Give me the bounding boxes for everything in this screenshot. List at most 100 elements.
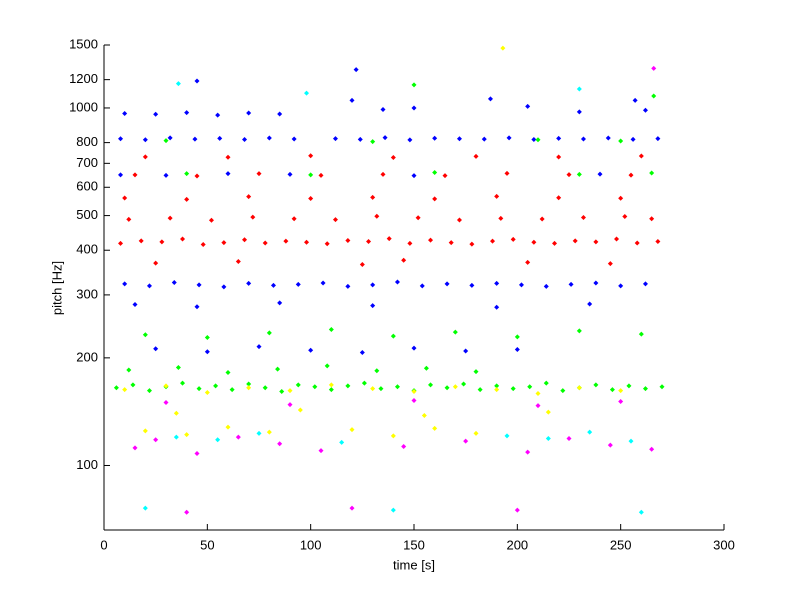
point xyxy=(279,389,285,395)
point xyxy=(525,259,531,265)
point xyxy=(204,349,210,355)
point xyxy=(304,90,310,96)
point xyxy=(432,169,438,175)
point xyxy=(469,241,475,247)
point xyxy=(390,507,396,513)
y-tick-label: 300 xyxy=(76,286,98,301)
y-tick-label: 200 xyxy=(76,349,98,364)
x-tick-label: 300 xyxy=(713,537,735,552)
point xyxy=(270,282,276,288)
point xyxy=(490,238,496,244)
point xyxy=(494,280,500,286)
point xyxy=(580,214,586,220)
point xyxy=(421,412,427,418)
point xyxy=(242,137,248,143)
point xyxy=(142,428,148,434)
point xyxy=(200,242,206,248)
point xyxy=(568,281,574,287)
y-tick-label: 800 xyxy=(76,134,98,149)
point xyxy=(618,195,624,201)
point xyxy=(386,236,392,242)
point xyxy=(246,110,252,116)
point xyxy=(566,172,572,178)
point xyxy=(535,137,541,143)
point xyxy=(638,509,644,515)
point xyxy=(159,239,165,245)
point xyxy=(655,239,661,245)
point xyxy=(204,335,210,341)
point xyxy=(225,171,231,177)
point xyxy=(173,434,179,440)
point xyxy=(628,438,634,444)
x-tick-label: 200 xyxy=(506,537,528,552)
point xyxy=(332,136,338,142)
point xyxy=(175,364,181,370)
point xyxy=(432,135,438,141)
point xyxy=(132,445,138,451)
point xyxy=(587,301,593,307)
point xyxy=(576,328,582,334)
point xyxy=(171,279,177,285)
point xyxy=(142,505,148,511)
y-tick-label: 100 xyxy=(76,457,98,472)
point xyxy=(366,239,372,245)
point xyxy=(498,215,504,221)
point xyxy=(229,387,235,393)
point xyxy=(370,282,376,288)
point xyxy=(552,240,558,246)
point xyxy=(163,172,169,178)
point xyxy=(510,236,516,242)
point xyxy=(262,240,268,246)
point xyxy=(132,172,138,178)
point xyxy=(411,345,417,351)
point xyxy=(184,110,190,116)
point xyxy=(308,196,314,202)
point xyxy=(126,367,132,373)
point xyxy=(411,105,417,111)
y-tick-label: 600 xyxy=(76,179,98,194)
point xyxy=(618,138,624,144)
point xyxy=(266,429,272,435)
point xyxy=(411,82,417,88)
point xyxy=(175,81,181,87)
point xyxy=(126,216,132,222)
point xyxy=(423,365,429,371)
point xyxy=(304,239,310,245)
point xyxy=(132,302,138,308)
point xyxy=(173,410,179,416)
point xyxy=(638,153,644,159)
point xyxy=(122,281,128,287)
y-tick-label: 1000 xyxy=(69,99,98,114)
point xyxy=(324,241,330,247)
point xyxy=(494,383,500,389)
point xyxy=(225,424,231,430)
point xyxy=(543,380,549,386)
point xyxy=(194,451,200,457)
y-tick-label: 1200 xyxy=(69,71,98,86)
point xyxy=(576,171,582,177)
x-tick-label: 50 xyxy=(200,537,214,552)
point xyxy=(163,383,169,389)
point xyxy=(494,387,500,393)
point xyxy=(370,194,376,200)
point xyxy=(448,240,454,246)
point xyxy=(518,282,524,288)
point xyxy=(494,304,500,310)
point xyxy=(345,383,351,389)
point xyxy=(153,260,159,266)
point xyxy=(545,435,551,441)
point xyxy=(118,172,124,178)
point xyxy=(246,385,252,391)
point xyxy=(196,282,202,288)
point xyxy=(213,383,219,389)
point xyxy=(461,381,467,387)
point xyxy=(256,430,262,436)
point xyxy=(419,283,425,289)
point xyxy=(184,171,190,177)
point xyxy=(349,505,355,511)
point xyxy=(580,136,586,142)
point xyxy=(318,172,324,178)
point xyxy=(357,136,363,142)
point xyxy=(153,437,159,443)
point xyxy=(246,280,252,286)
